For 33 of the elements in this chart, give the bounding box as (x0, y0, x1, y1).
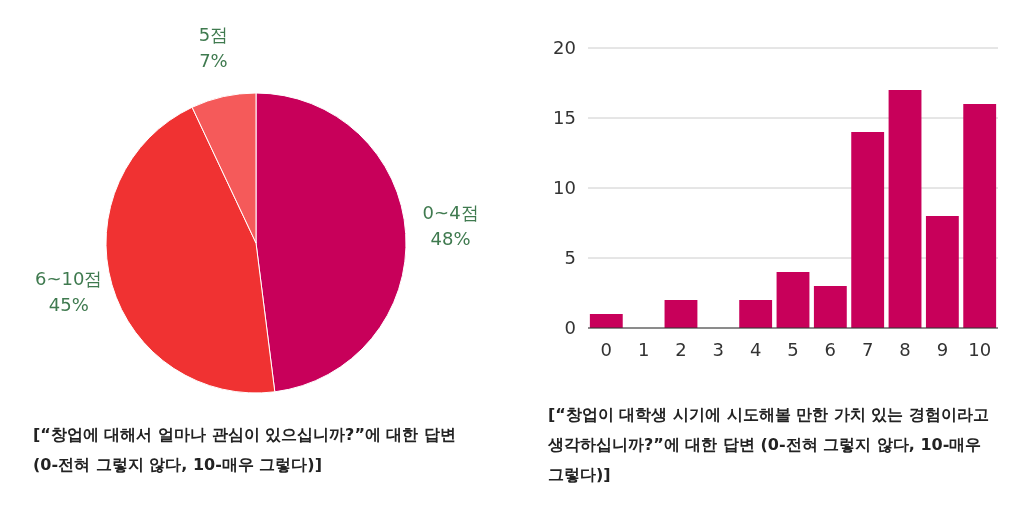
text: [“창업이 대학생 시기에 시도해볼 만한 가치 있는 경험이라고 생각하십니까?”에 대한 답변 (0-전혀 그렇지 않다, 10-매우 그렇다)] (547, 405, 989, 484)
x-tick-label: 7 (861, 339, 874, 360)
bar (776, 272, 810, 328)
x-tick-label: 3 (712, 339, 725, 360)
bar (925, 216, 959, 328)
bar (888, 90, 922, 328)
y-tick-label: 15 (553, 107, 576, 129)
x-tick-label: 2 (675, 339, 687, 360)
y-tick-label: 10 (553, 177, 576, 199)
y-tick-label: 20 (553, 37, 576, 59)
bar (963, 104, 997, 328)
x-tick-label: 1 (637, 339, 650, 360)
bar (664, 300, 698, 328)
slice-label: 6~10점 (35, 268, 103, 290)
slice-label: 5점 (198, 23, 229, 45)
bar (739, 300, 773, 328)
x-tick-label: 5 (787, 339, 799, 360)
slice-label: 0~4점 (422, 201, 479, 223)
text: [“창업에 대해서 얼마나 관심이 있으십니까?”에 대한 답변 (0-전혀 그렇지 않다, 10-매우 그렇다)] (33, 425, 457, 474)
y-tick-label: 0 (564, 317, 576, 339)
bar (851, 132, 885, 328)
x-tick-label: 0 (600, 339, 613, 360)
data-label: 7% (199, 49, 228, 71)
data-label: 45% (48, 294, 89, 316)
bar (589, 314, 623, 328)
x-tick-label: 9 (936, 339, 949, 360)
bar (813, 286, 847, 328)
x-tick-label: 4 (749, 339, 762, 360)
x-tick-label: 10 (968, 339, 992, 360)
x-tick-label: 8 (899, 339, 911, 360)
y-tick-label: 5 (564, 247, 576, 269)
data-label: 48% (430, 227, 471, 249)
x-tick-label: 6 (824, 339, 837, 360)
